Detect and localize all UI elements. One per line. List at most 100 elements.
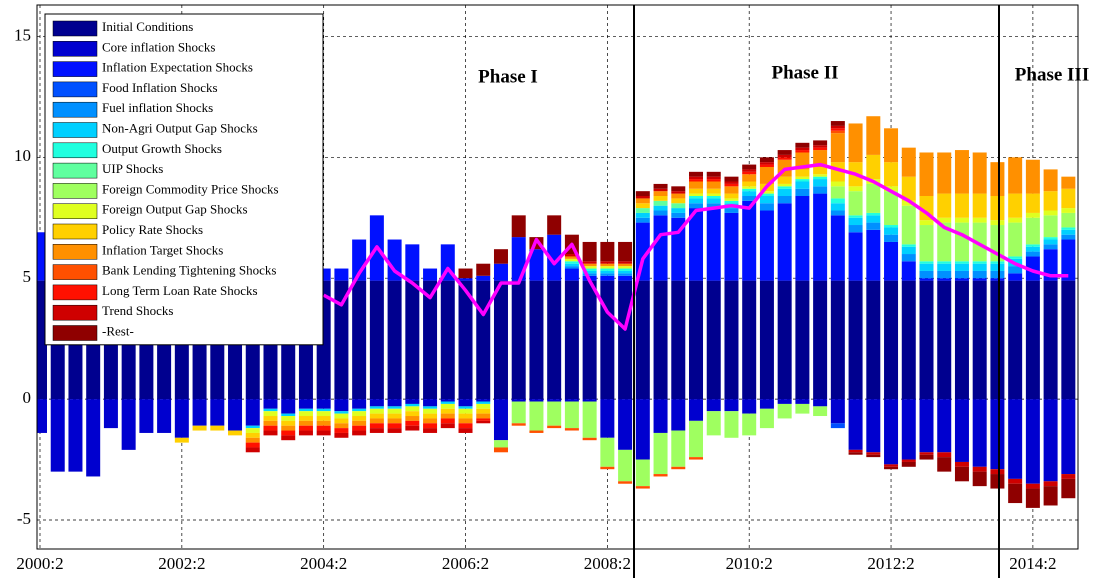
bar-segment	[689, 193, 704, 197]
bar-segment	[423, 399, 438, 407]
bar-segment	[440, 399, 455, 402]
bar-segment	[954, 193, 969, 218]
bar-segment	[1008, 222, 1023, 257]
bar-segment	[795, 142, 810, 148]
bar-segment	[954, 270, 969, 279]
bar-segment	[1043, 249, 1058, 281]
bar-segment	[954, 461, 969, 467]
bar-segment	[600, 280, 615, 400]
bar-segment	[759, 164, 774, 167]
bar-segment	[600, 270, 615, 274]
bar-segment	[635, 203, 650, 209]
bar-segment	[884, 466, 899, 470]
bar-segment	[954, 261, 969, 264]
legend: Initial Conditions Core inflation Shocks I…	[44, 13, 324, 346]
bar-segment	[1061, 208, 1076, 213]
bar-segment	[369, 418, 384, 424]
bar-segment	[777, 186, 792, 189]
bar-segment	[830, 125, 845, 129]
bar-segment	[37, 399, 47, 433]
bar-segment	[334, 399, 349, 412]
y-tick-label: 5	[23, 267, 32, 286]
bar-segment	[405, 411, 420, 417]
bar-segment	[174, 399, 189, 438]
bar-segment	[795, 196, 810, 281]
bar-segment	[316, 420, 331, 426]
bar-segment	[1061, 227, 1076, 230]
bar-segment	[848, 452, 863, 455]
bar-segment	[671, 198, 686, 204]
bar-segment	[1043, 486, 1058, 506]
bar-segment	[1025, 251, 1040, 257]
bar-segment	[937, 457, 952, 472]
bar-segment	[848, 399, 863, 450]
bar-segment	[990, 278, 1005, 281]
bar-segment	[600, 268, 615, 271]
bar-segment	[352, 416, 367, 421]
bar-segment	[564, 280, 579, 400]
bar-segment	[901, 205, 916, 245]
bar-segment	[387, 418, 402, 424]
bar-segment	[937, 263, 952, 271]
bar-segment	[653, 210, 668, 216]
bar-segment	[458, 280, 473, 400]
bar-segment	[972, 152, 987, 194]
bar-segment	[706, 280, 721, 400]
bar-segment	[281, 399, 296, 414]
bar-segment	[600, 241, 615, 262]
legend-swatch	[52, 183, 98, 199]
bar-segment	[813, 179, 828, 187]
bar-segment	[777, 399, 792, 404]
bar-segment	[192, 425, 207, 431]
bar-segment	[316, 416, 331, 421]
y-tick-label: 0	[23, 388, 32, 407]
bar-segment	[263, 411, 278, 417]
bar-segment	[759, 193, 774, 197]
bar-segment	[352, 430, 367, 436]
bar-segment	[742, 196, 757, 201]
bar-segment	[547, 215, 562, 235]
bar-segment	[653, 399, 668, 433]
bar-segment	[228, 399, 243, 431]
bar-segment	[334, 423, 349, 429]
bar-segment	[298, 425, 313, 431]
bar-segment	[813, 406, 828, 417]
bar-segment	[972, 466, 987, 472]
bar-segment	[405, 425, 420, 431]
bar-segment	[618, 266, 633, 269]
bar-segment	[1008, 273, 1023, 281]
bar-segment	[919, 263, 934, 271]
bar-segment	[493, 280, 508, 400]
bar-segment	[919, 452, 934, 455]
legend-swatch	[52, 264, 98, 280]
bar-segment	[706, 179, 721, 182]
bar-segment	[405, 420, 420, 426]
legend-swatch	[52, 223, 98, 240]
bar-segment	[777, 403, 792, 419]
bar-segment	[706, 203, 721, 209]
bar-segment	[511, 423, 526, 426]
bar-segment	[813, 193, 828, 281]
bar-segment	[476, 413, 491, 419]
bar-segment	[387, 408, 402, 414]
bar-segment	[759, 399, 774, 409]
bar-segment	[298, 399, 313, 409]
y-tick-label: 10	[14, 146, 31, 165]
bar-segment	[990, 474, 1005, 489]
bar-segment	[813, 399, 828, 407]
bar-segment	[157, 399, 172, 433]
bar-segment	[830, 198, 845, 204]
bar-segment	[830, 133, 845, 163]
bar-segment	[866, 154, 881, 180]
bar-segment	[759, 203, 774, 211]
line-series	[322, 162, 1069, 331]
bar-segment	[600, 466, 615, 470]
bar-segment	[795, 403, 810, 414]
bar-segment	[635, 399, 650, 460]
bar-segment	[564, 254, 579, 257]
bar-segment	[369, 280, 384, 400]
bar-segment	[972, 217, 987, 223]
bar-segment	[901, 399, 916, 460]
bar-segment	[493, 263, 508, 281]
bar-segment	[1043, 280, 1058, 400]
